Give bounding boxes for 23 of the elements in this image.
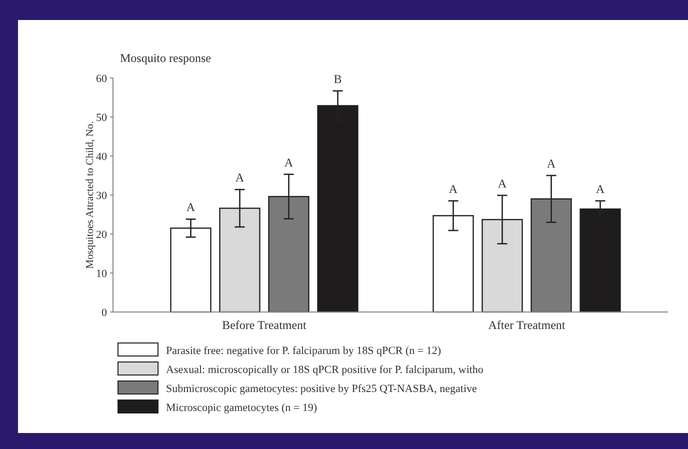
y-tick-label: 50 — [96, 112, 108, 124]
annotation: B — [334, 72, 342, 86]
y-tick-label: 60 — [96, 72, 108, 85]
annotation: A — [596, 182, 605, 196]
annotation: A — [546, 156, 556, 170]
y-axis-title: Mosquitoes Attracted to Child, No. — [85, 121, 96, 269]
legend-label: Submicroscopic gametocytes: positive by Pfs25 QT-NASBA, negative — [166, 382, 478, 395]
annotation: A — [235, 170, 244, 185]
annotation: A — [448, 182, 458, 196]
chart-title: Mosquito response — [120, 51, 211, 65]
annotation: A — [498, 176, 507, 190]
x-tick-label: After Treatment — [488, 318, 566, 332]
legend-label: Microscopic gametocytes (n = 19) — [166, 402, 318, 414]
y-tick-label: 30 — [96, 190, 108, 202]
y-tick-label: 40 — [96, 150, 108, 163]
annotation: A — [186, 200, 196, 214]
x-tick-label: Before Treatment — [222, 318, 308, 332]
y-tick-label: 20 — [96, 228, 108, 241]
annotation: A — [284, 155, 294, 170]
legend-label: Parasite free: negative for P. falciparum by 18S qPCR (n = 12) — [166, 344, 442, 357]
legend-label: Asexual: microscopically or 18S qPCR positive for P. falciparum, witho — [166, 364, 484, 376]
y-tick-label: 0 — [102, 306, 108, 319]
y-tick-label: 10 — [96, 268, 108, 280]
